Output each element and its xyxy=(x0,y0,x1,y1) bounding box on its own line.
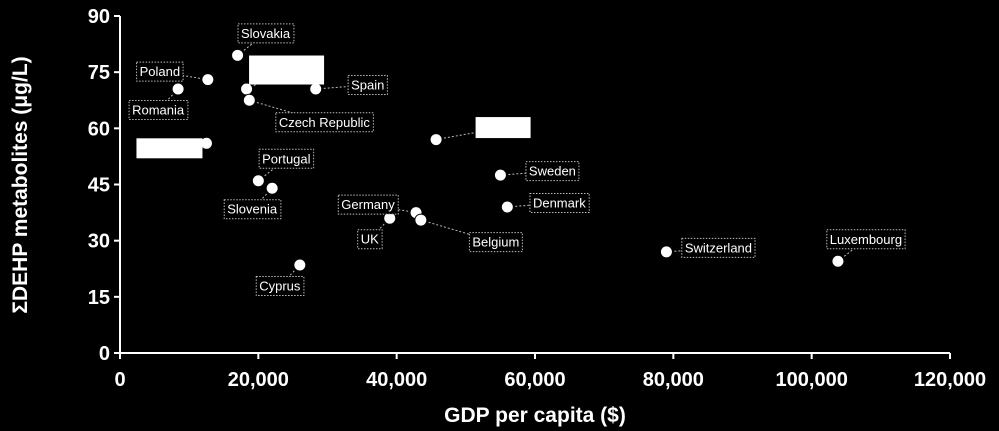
point-label-box xyxy=(347,75,388,96)
point-label: Czech Republic xyxy=(279,115,371,130)
data-point xyxy=(500,200,514,214)
point-label: Denmark xyxy=(533,195,586,210)
point-label: UK xyxy=(361,232,379,247)
data-point xyxy=(265,181,279,195)
point-label: Slovakia xyxy=(241,26,291,41)
point-label: Spain xyxy=(351,78,384,93)
label-connector xyxy=(666,247,719,253)
point-label-box xyxy=(128,100,189,121)
ticks: 0 20,000 40,000 60,000 80,000 100,000 120,000 0… xyxy=(88,6,986,391)
point-label-box xyxy=(681,237,756,258)
point-label-box xyxy=(337,194,399,215)
point-labels: Slovakia Poland Romania Spain Czech Republic… xyxy=(128,23,906,297)
data-point xyxy=(659,245,673,259)
point-label: Germany xyxy=(341,197,395,212)
data-points xyxy=(171,48,845,272)
y-tick-label: 90 xyxy=(88,6,110,28)
point-label-box xyxy=(826,229,906,250)
point-label-box xyxy=(529,192,590,213)
x-tick-label: 80,000 xyxy=(643,369,704,391)
redacted-label-box xyxy=(475,117,531,139)
axes xyxy=(119,16,950,354)
x-tick-label: 20,000 xyxy=(228,369,289,391)
x-tick-label: 100,000 xyxy=(776,369,848,391)
label-connector xyxy=(507,202,560,208)
point-label: Switzerland xyxy=(685,240,752,255)
y-tick-label: 30 xyxy=(88,231,110,253)
point-label-box xyxy=(237,23,295,44)
x-tick-label: 60,000 xyxy=(504,369,565,391)
point-label: Belgium xyxy=(472,235,519,250)
point-label: Romania xyxy=(132,103,185,118)
x-tick-label: 0 xyxy=(114,369,125,391)
data-point xyxy=(309,82,323,96)
y-tick-label: 45 xyxy=(88,175,110,197)
point-label: Cyprus xyxy=(259,279,301,294)
redacted-label-box xyxy=(249,55,325,85)
data-point xyxy=(231,48,245,62)
data-point xyxy=(429,133,443,147)
data-point xyxy=(414,213,428,227)
x-axis-title: GDP per capita ($) xyxy=(444,404,626,427)
point-label: Poland xyxy=(140,64,180,79)
label-connector xyxy=(500,170,553,176)
point-label-box xyxy=(258,148,315,169)
y-tick-label: 15 xyxy=(88,287,110,309)
point-label-box xyxy=(357,229,383,250)
data-point xyxy=(251,174,265,188)
data-point xyxy=(240,82,254,96)
point-label: Slovenia xyxy=(227,202,278,217)
data-point xyxy=(493,168,507,182)
point-label: Luxembourg xyxy=(830,232,902,247)
data-point xyxy=(293,258,307,272)
point-label-box xyxy=(223,199,282,220)
point-label: Sweden xyxy=(529,164,576,179)
data-point xyxy=(831,254,845,268)
y-tick-label: 0 xyxy=(99,343,110,365)
label-connector xyxy=(315,84,368,90)
point-label-box xyxy=(275,112,374,133)
redacted-label-box xyxy=(136,138,203,159)
x-tick-label: 40,000 xyxy=(366,369,427,391)
point-label-box xyxy=(255,276,305,297)
y-tick-label: 60 xyxy=(88,118,110,140)
x-tick-label: 120,000 xyxy=(914,369,986,391)
y-tick-label: 75 xyxy=(88,62,110,84)
point-label-box xyxy=(525,161,580,182)
y-axis-title: ΣDEHP metabolites (μg/L) xyxy=(9,56,32,313)
data-point xyxy=(242,93,256,107)
point-label-box xyxy=(136,61,184,82)
data-point xyxy=(171,82,185,96)
point-label-box xyxy=(468,232,523,253)
data-point xyxy=(201,73,215,87)
point-label: Portugal xyxy=(262,151,311,166)
